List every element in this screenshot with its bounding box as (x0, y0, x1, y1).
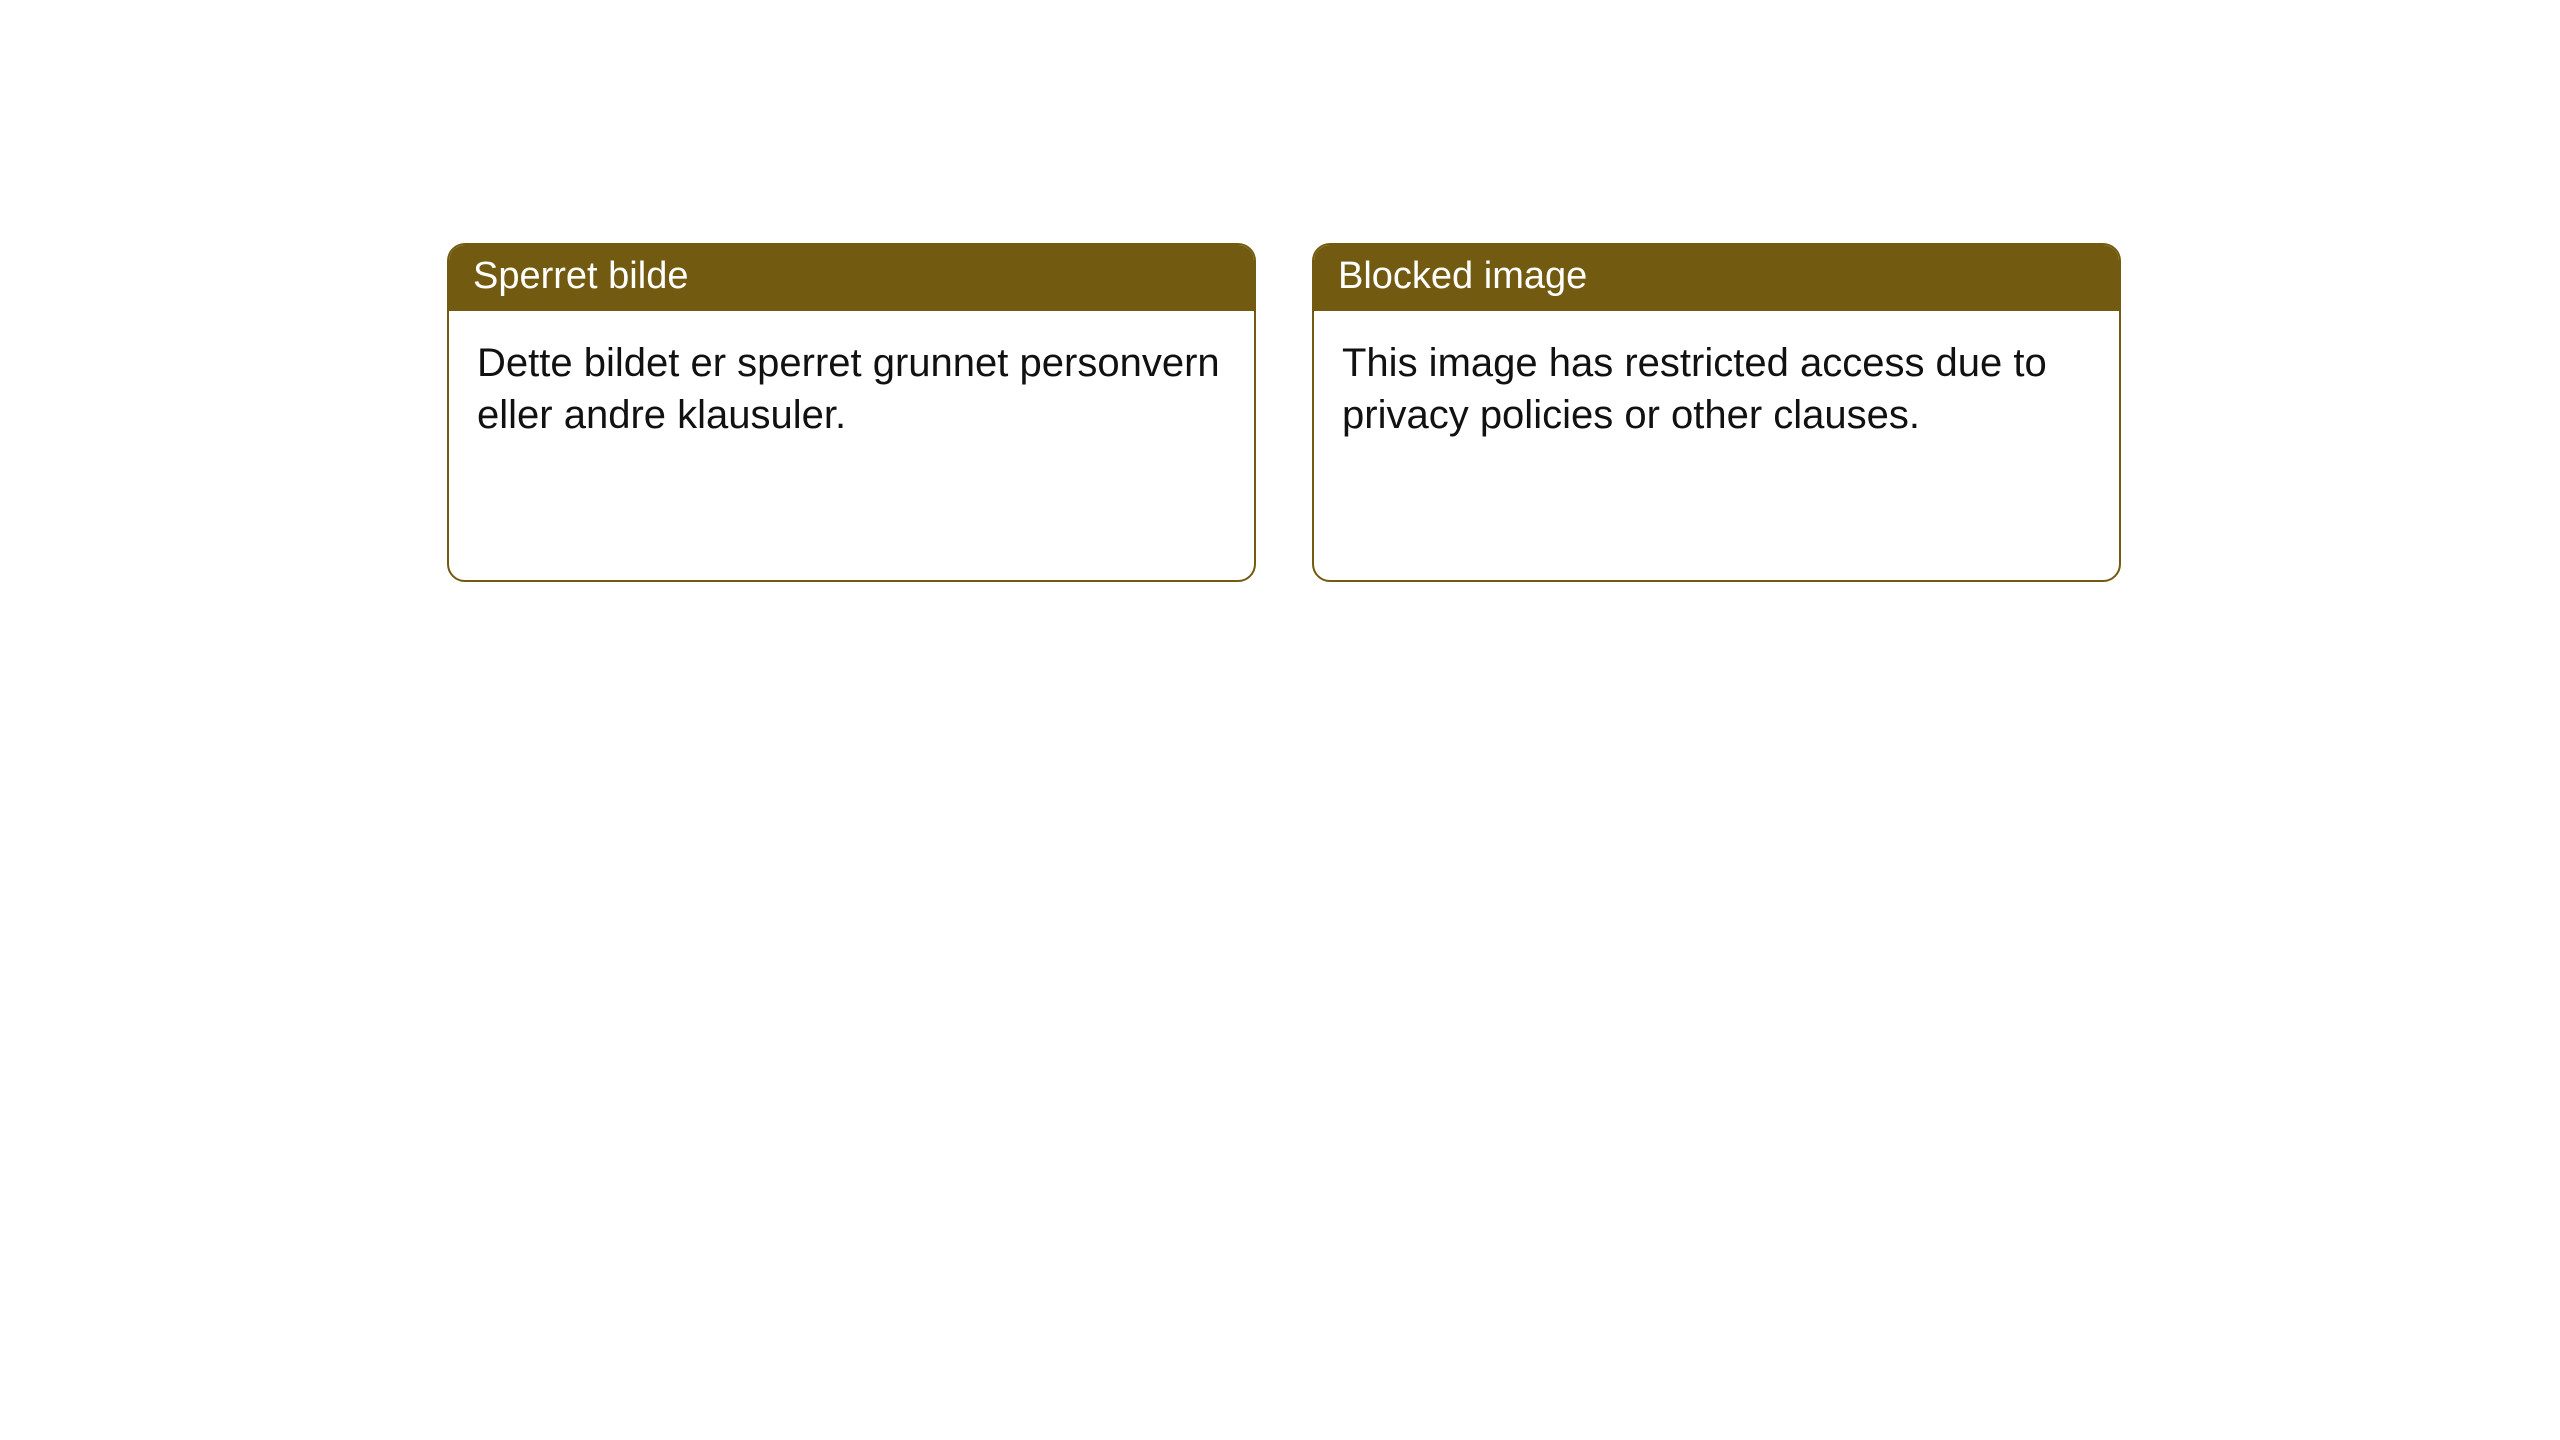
card-body-no: Dette bildet er sperret grunnet personve… (449, 311, 1254, 461)
card-body-en: This image has restricted access due to … (1314, 311, 2119, 461)
card-header-no: Sperret bilde (449, 245, 1254, 311)
blocked-image-card-en: Blocked image This image has restricted … (1312, 243, 2121, 582)
blocked-image-card-no: Sperret bilde Dette bildet er sperret gr… (447, 243, 1256, 582)
card-header-en: Blocked image (1314, 245, 2119, 311)
notice-container: Sperret bilde Dette bildet er sperret gr… (0, 0, 2560, 582)
